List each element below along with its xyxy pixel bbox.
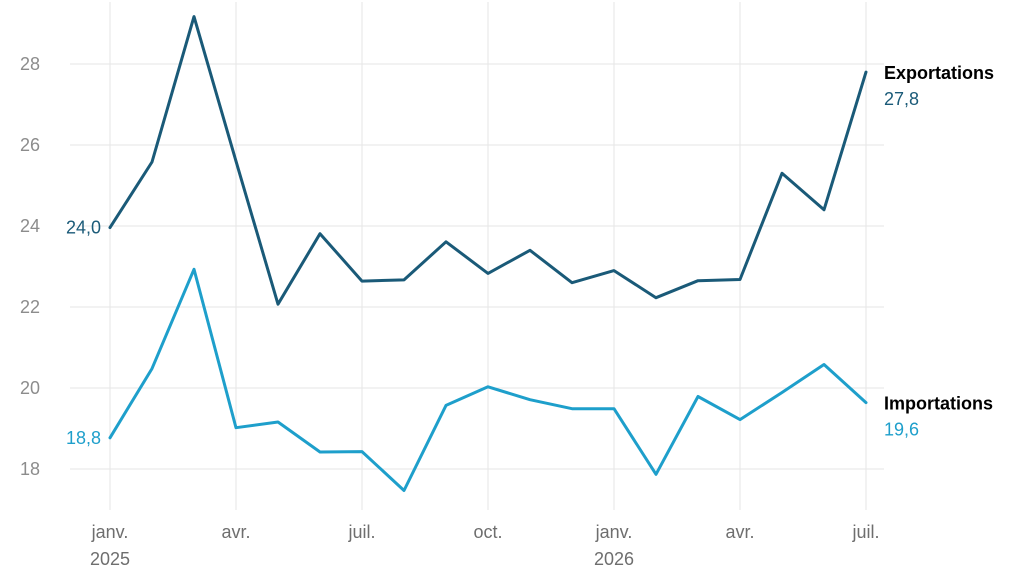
series-start-value: 18,8 (66, 428, 101, 448)
vertical-gridlines (109, 2, 867, 510)
y-axis-tick-labels: 18 20 22 24 26 28 (20, 54, 40, 479)
series-name-label: Exportations (884, 63, 994, 83)
x-tick-label: oct. (473, 522, 502, 542)
series-line-importations (108, 267, 868, 492)
y-tick-label: 24 (20, 216, 40, 236)
y-tick-label: 20 (20, 378, 40, 398)
y-tick-label: 22 (20, 297, 40, 317)
x-tick-year-label: 2026 (594, 549, 634, 569)
series-line-exportations (108, 15, 868, 306)
x-tick-label: avr. (221, 522, 250, 542)
x-tick-label: juil. (851, 522, 879, 542)
series-start-value: 24,0 (66, 218, 101, 238)
x-tick-label: janv. (91, 522, 129, 542)
series-labels: 24,0 Exportations 27,8 18,8 Importations 19,6 (66, 63, 994, 448)
x-tick-year-label: 2025 (90, 549, 130, 569)
x-tick-label: janv. (595, 522, 633, 542)
y-tick-label: 28 (20, 54, 40, 74)
x-axis-tick-labels: janv. 2025 avr. juil. oct. janv. 2026 avr. juil. (90, 522, 880, 569)
y-tick-label: 26 (20, 135, 40, 155)
series-lines (108, 15, 868, 492)
series-name-label: Importations (884, 394, 993, 414)
series-end-value: 19,6 (884, 420, 919, 440)
y-tick-label: 18 (20, 459, 40, 479)
series-end-value: 27,8 (884, 89, 919, 109)
horizontal-gridlines (70, 63, 884, 470)
x-tick-label: avr. (725, 522, 754, 542)
x-tick-label: juil. (347, 522, 375, 542)
